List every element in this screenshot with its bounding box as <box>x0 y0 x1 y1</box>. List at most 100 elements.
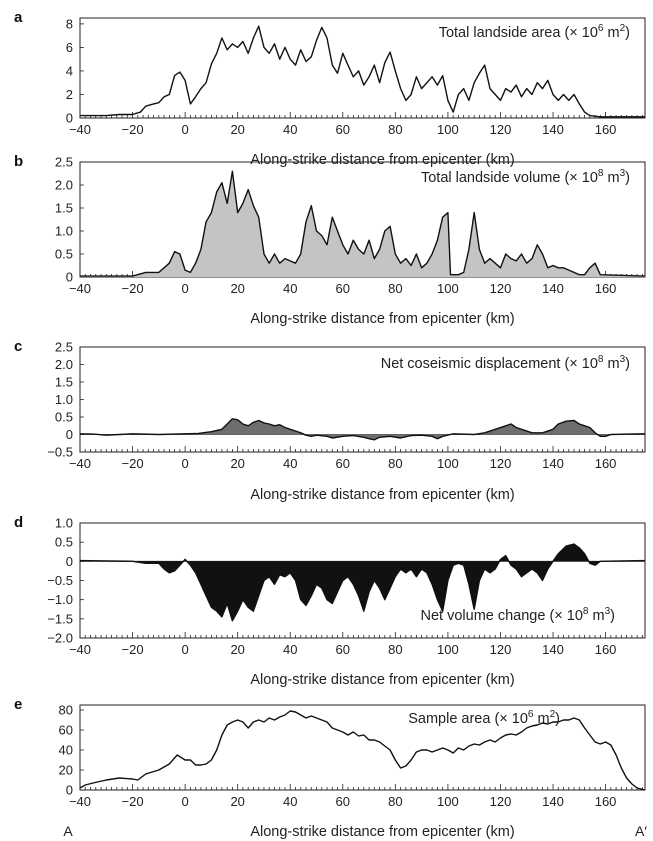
x-tick-label: −20 <box>122 281 144 296</box>
x-tick-label: 20 <box>230 456 244 471</box>
x-tick-label: 160 <box>595 794 617 809</box>
x-tick-label: 100 <box>437 122 459 137</box>
x-tick-label: 80 <box>388 122 402 137</box>
series-line <box>79 710 646 791</box>
x-tick-label: 160 <box>595 642 617 657</box>
y-tick-label: 20 <box>59 763 73 778</box>
x-tick-label: 80 <box>388 794 402 809</box>
x-tick-label: −20 <box>122 122 144 137</box>
y-tick-label: 1.0 <box>55 516 73 531</box>
panel-annotation: Net volume change (× 108 m3) <box>421 606 616 624</box>
x-tick-label: 80 <box>388 642 402 657</box>
series-line <box>79 543 646 622</box>
panel-b: b −40 −20 0 20 40 60 80 100 120 140 160 0 0.5 1.0 1.5 2.… <box>14 153 646 327</box>
x-tick-label: 100 <box>437 642 459 657</box>
y-tick-label: 0.5 <box>55 535 73 550</box>
y-tick-label: 1.0 <box>55 224 73 239</box>
x-tick-label: 100 <box>437 794 459 809</box>
panel-a: a −40 −20 0 20 40 60 80 100 120 140 160 0 2 4 6 8 Total l… <box>14 9 646 168</box>
y-tick-label: 0.5 <box>55 247 73 262</box>
x-tick-label: −40 <box>69 642 91 657</box>
x-tick-label: 140 <box>542 642 564 657</box>
panel-annotation: Total landside area (× 106 m2) <box>439 23 630 41</box>
x-tick-label: 80 <box>388 456 402 471</box>
x-tick-label: 40 <box>283 456 297 471</box>
y-tick-label: 2.0 <box>55 357 73 372</box>
x-tick-label: 0 <box>181 281 188 296</box>
x-tick-label: −40 <box>69 281 91 296</box>
y-tick-label: 1.5 <box>55 375 73 390</box>
x-tick-label: 60 <box>336 456 350 471</box>
y-tick-label: −0.5 <box>47 445 73 460</box>
y-tick-label: −0.5 <box>47 573 73 588</box>
x-axis-title: Along-strike distance from epicenter (km… <box>250 487 514 503</box>
x-tick-label: 60 <box>336 281 350 296</box>
y-tick-label: −1.0 <box>47 592 73 607</box>
endpoint-left-label: A <box>63 823 73 839</box>
y-tick-label: 0 <box>66 270 73 285</box>
y-tick-label: 8 <box>66 16 73 31</box>
series-area <box>80 171 645 277</box>
y-tick-label: 0 <box>66 783 73 798</box>
x-tick-label: 120 <box>490 642 512 657</box>
panel-e: e −40 −20 0 20 40 60 80 100 120 140 160 0 20 40 60 80 Sam… <box>14 696 647 840</box>
series-line <box>80 25 645 118</box>
x-axis-title: Along-strike distance from epicenter (km… <box>250 824 514 840</box>
y-tick-label: 2.5 <box>55 155 73 170</box>
y-tick-label: 6 <box>66 40 73 55</box>
panel-annotation: Total landside volume (× 108 m3) <box>421 168 630 186</box>
x-tick-label: −40 <box>69 456 91 471</box>
x-tick-label: 0 <box>181 794 188 809</box>
panel-letter: a <box>14 9 23 26</box>
y-tick-label: 40 <box>59 743 73 758</box>
x-tick-label: 20 <box>230 794 244 809</box>
x-axis-title: Along-strike distance from epicenter (km… <box>250 152 514 168</box>
y-tick-label: 0 <box>66 554 73 569</box>
panel-c: c −40 −20 0 20 40 60 80 100 120 140 160 −0.5 0 0.5 1.0 1… <box>14 338 646 503</box>
x-tick-label: 40 <box>283 281 297 296</box>
x-tick-label: 140 <box>542 456 564 471</box>
x-tick-label: −20 <box>122 456 144 471</box>
x-tick-label: 120 <box>490 794 512 809</box>
x-tick-label: 140 <box>542 794 564 809</box>
x-tick-label: −20 <box>122 794 144 809</box>
series-line <box>79 418 646 441</box>
y-tick-label: 2 <box>66 87 73 102</box>
series-line <box>80 170 646 277</box>
x-tick-label: 120 <box>490 122 512 137</box>
plot-frame <box>79 704 646 791</box>
panel-letter: e <box>14 696 22 713</box>
x-tick-label: 60 <box>336 642 350 657</box>
x-tick-label: 80 <box>388 281 402 296</box>
x-tick-label: 160 <box>595 456 617 471</box>
plot-frame <box>79 17 646 119</box>
x-tick-label: 60 <box>336 122 350 137</box>
panel-d: d −40 −20 0 20 40 60 80 100 120 140 160 −2.0 −1.5 −1.0… <box>14 514 646 688</box>
x-axis-title: Along-strike distance from epicenter (km… <box>250 311 514 327</box>
series-area <box>80 418 645 440</box>
x-tick-label: 20 <box>230 122 244 137</box>
x-tick-label: 40 <box>283 642 297 657</box>
x-tick-label: 120 <box>490 456 512 471</box>
endpoint-right-label: A′ <box>635 823 647 839</box>
x-tick-label: 0 <box>181 122 188 137</box>
x-tick-label: 60 <box>336 794 350 809</box>
x-tick-label: 40 <box>283 122 297 137</box>
x-tick-label: −40 <box>69 794 91 809</box>
x-tick-label: 100 <box>437 456 459 471</box>
y-tick-label: 2.5 <box>55 340 73 355</box>
y-tick-label: 4 <box>66 63 73 78</box>
y-tick-label: 80 <box>59 703 73 718</box>
x-tick-label: −40 <box>69 122 91 137</box>
y-tick-label: 0 <box>66 427 73 442</box>
x-tick-label: 140 <box>542 281 564 296</box>
y-tick-label: 0 <box>66 111 73 126</box>
x-tick-label: 20 <box>230 642 244 657</box>
y-tick-label: 0.5 <box>55 410 73 425</box>
x-tick-label: 160 <box>595 281 617 296</box>
x-tick-label: −20 <box>122 642 144 657</box>
y-tick-label: −1.5 <box>47 611 73 626</box>
series-area <box>80 544 645 621</box>
